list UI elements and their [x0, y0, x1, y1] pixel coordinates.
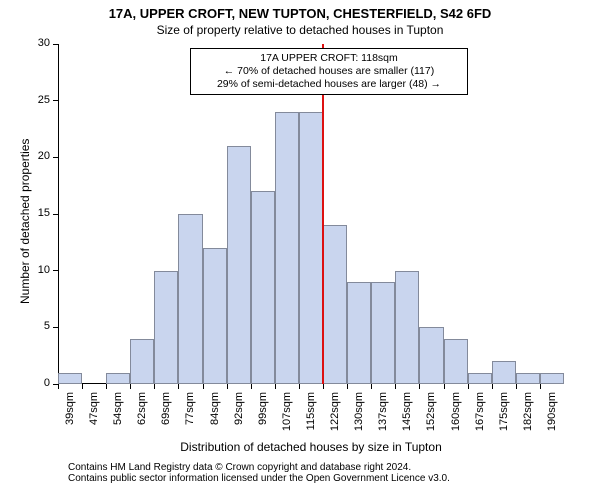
x-tick-label: 39sqm: [64, 392, 76, 442]
chart-container: 17A, UPPER CROFT, NEW TUPTON, CHESTERFIE…: [0, 0, 600, 500]
x-tick: [516, 384, 517, 389]
histogram-bar: [444, 339, 468, 384]
y-tick: [53, 270, 58, 271]
y-tick: [53, 44, 58, 45]
x-tick-label: 84sqm: [209, 392, 221, 442]
x-tick: [227, 384, 228, 389]
histogram-bar: [516, 373, 540, 384]
x-tick: [371, 384, 372, 389]
histogram-bar: [323, 225, 347, 384]
x-tick-label: 107sqm: [281, 392, 293, 442]
x-tick-label: 54sqm: [112, 392, 124, 442]
x-tick: [154, 384, 155, 389]
x-tick: [468, 384, 469, 389]
x-tick-label: 122sqm: [329, 392, 341, 442]
histogram-bar: [275, 112, 299, 384]
x-tick-label: 190sqm: [546, 392, 558, 442]
footer-line1: Contains HM Land Registry data © Crown c…: [68, 462, 450, 473]
x-tick-label: 152sqm: [425, 392, 437, 442]
x-tick: [299, 384, 300, 389]
x-tick: [492, 384, 493, 389]
histogram-bar: [130, 339, 154, 384]
x-tick-label: 115sqm: [305, 392, 317, 442]
histogram-bar: [347, 282, 371, 384]
histogram-bar: [251, 191, 275, 384]
x-tick-label: 182sqm: [522, 392, 534, 442]
histogram-bar: [540, 373, 564, 384]
x-tick: [323, 384, 324, 389]
x-tick-label: 47sqm: [88, 392, 100, 442]
annotation-line1: 17A UPPER CROFT: 118sqm: [197, 52, 461, 65]
histogram-bar: [178, 214, 202, 384]
chart-subtitle: Size of property relative to detached ho…: [0, 21, 600, 37]
annotation-line2: ← 70% of detached houses are smaller (11…: [197, 65, 461, 78]
histogram-bar: [468, 373, 492, 384]
x-tick: [58, 384, 59, 389]
y-tick-label: 30: [24, 37, 50, 49]
x-tick-label: 130sqm: [353, 392, 365, 442]
x-axis-label: Distribution of detached houses by size …: [58, 440, 564, 454]
histogram-bar: [419, 327, 443, 384]
x-tick: [106, 384, 107, 389]
footer-line2: Contains public sector information licen…: [68, 473, 450, 484]
x-tick: [130, 384, 131, 389]
x-tick-label: 160sqm: [450, 392, 462, 442]
x-tick-label: 99sqm: [257, 392, 269, 442]
x-tick: [419, 384, 420, 389]
y-tick-label: 25: [24, 94, 50, 106]
y-axis-label: Number of detached properties: [18, 139, 32, 304]
x-tick-label: 62sqm: [136, 392, 148, 442]
y-tick: [53, 327, 58, 328]
chart-title: 17A, UPPER CROFT, NEW TUPTON, CHESTERFIE…: [0, 0, 600, 21]
y-tick: [53, 157, 58, 158]
footer: Contains HM Land Registry data © Crown c…: [68, 462, 450, 484]
histogram-bar: [106, 373, 130, 384]
y-tick: [53, 100, 58, 101]
x-tick: [395, 384, 396, 389]
annotation-box: 17A UPPER CROFT: 118sqm ← 70% of detache…: [190, 48, 468, 95]
x-tick: [347, 384, 348, 389]
x-tick: [82, 384, 83, 389]
x-tick-label: 77sqm: [184, 392, 196, 442]
x-tick-label: 69sqm: [160, 392, 172, 442]
x-tick: [444, 384, 445, 389]
x-tick: [540, 384, 541, 389]
x-tick-label: 137sqm: [377, 392, 389, 442]
x-tick-label: 145sqm: [401, 392, 413, 442]
histogram-bar: [299, 112, 323, 384]
x-tick: [275, 384, 276, 389]
histogram-bar: [227, 146, 251, 384]
histogram-bar: [371, 282, 395, 384]
histogram-bar: [154, 271, 178, 384]
x-tick-label: 167sqm: [474, 392, 486, 442]
histogram-bar: [492, 361, 516, 384]
x-tick: [203, 384, 204, 389]
histogram-bar: [203, 248, 227, 384]
x-tick-label: 92sqm: [233, 392, 245, 442]
histogram-bar: [58, 373, 82, 384]
x-tick: [178, 384, 179, 389]
y-tick: [53, 214, 58, 215]
x-tick: [251, 384, 252, 389]
annotation-line3: 29% of semi-detached houses are larger (…: [197, 78, 461, 91]
y-axis-line: [58, 44, 59, 384]
y-tick-label: 5: [24, 320, 50, 332]
y-tick-label: 0: [24, 377, 50, 389]
histogram-bar: [395, 271, 419, 384]
x-tick-label: 175sqm: [498, 392, 510, 442]
